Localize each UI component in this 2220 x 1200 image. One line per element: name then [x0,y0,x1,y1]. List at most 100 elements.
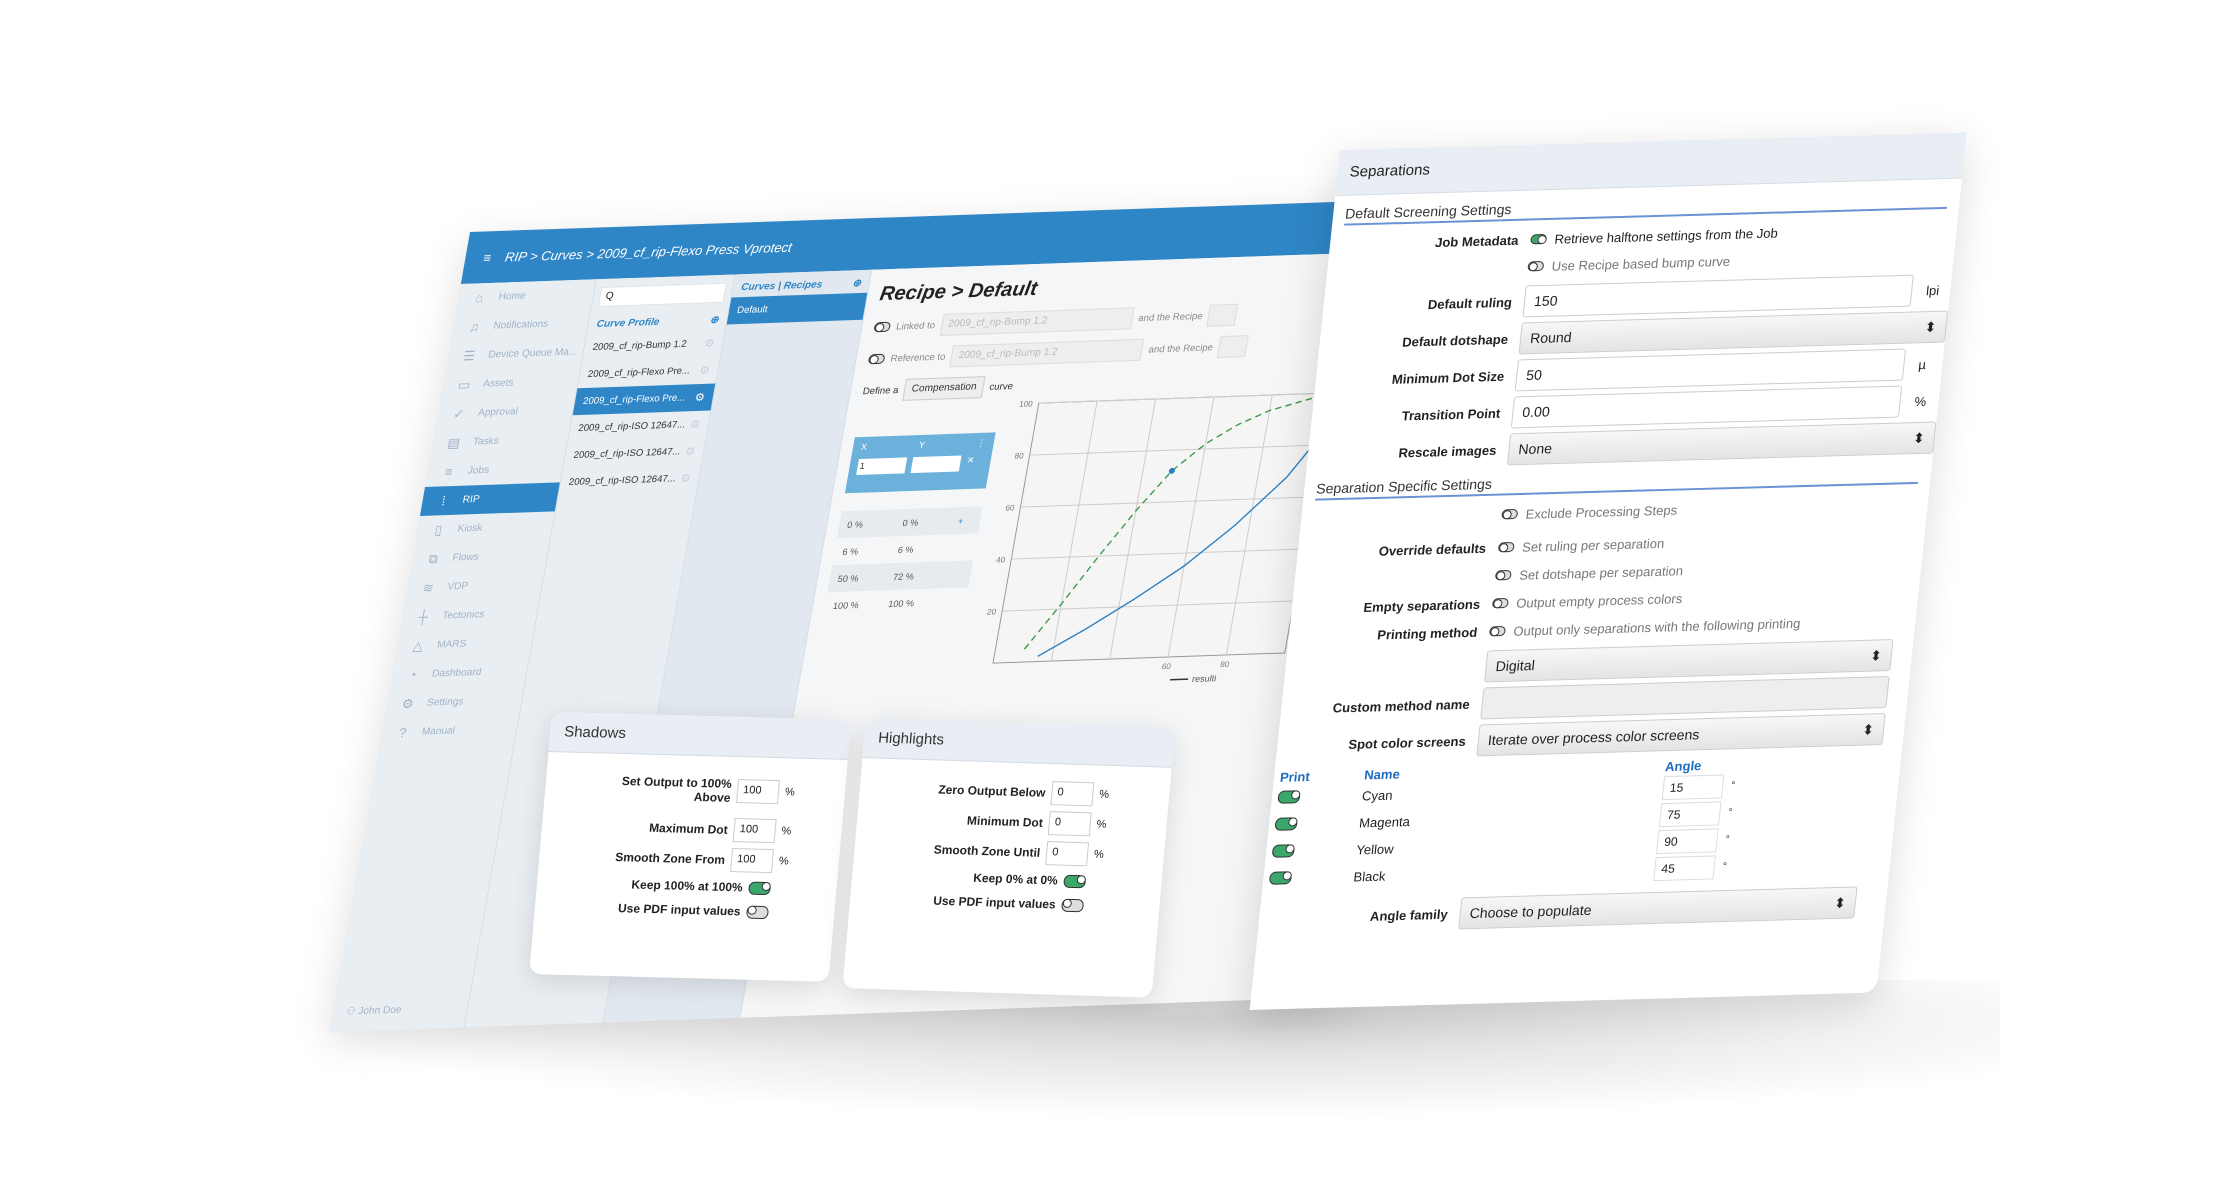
profile-label: 2009_cf_rip-Bump 1.2 [591,338,688,354]
setting-input[interactable]: 0 [1045,841,1090,867]
keep-toggle[interactable] [748,881,772,895]
pdf-toggle[interactable] [745,905,770,919]
reference-label: Reference to [889,351,947,365]
grid-line-y [1011,548,1304,560]
ruling-input[interactable]: 150 [1522,274,1914,318]
empty-label: Empty separations [1362,596,1482,615]
keep-toggle[interactable] [1063,874,1087,888]
ink-name: Cyan [1361,787,1394,804]
sidebar-item-label: Jobs [466,464,491,477]
user-menu[interactable]: ⚇ John Doe [345,1005,402,1018]
bump-toggle[interactable] [1527,260,1545,272]
gear-icon[interactable]: ⚙ [689,418,702,432]
setting-input[interactable]: 0 [1050,781,1095,807]
y-tick-label: 40 [995,555,1006,564]
x-cell: 0 % [846,518,864,530]
ruling-unit: lpi [1925,282,1941,298]
recipe-item-default[interactable]: Default [726,292,868,325]
keep-label: Keep 0% at 0% [972,870,1059,888]
exclude-toggle[interactable] [1501,508,1519,520]
setting-input[interactable]: 0 [1047,811,1092,837]
more-icon[interactable]: ⋮ [975,437,987,449]
layers-icon: ≋ [421,579,436,595]
rescale-select[interactable]: None ⬍ [1506,421,1937,466]
angle-input[interactable]: 45 [1653,854,1716,881]
setting-input[interactable]: 100 [729,848,775,874]
print-toggle[interactable] [1274,816,1298,831]
min-dot-input[interactable]: 50 [1514,348,1907,392]
add-point-icon[interactable]: + [957,515,965,526]
reference-select[interactable]: 2009_cf_rip-Bump 1.2 [949,338,1145,368]
search-input[interactable]: Q [597,282,728,308]
sidebar-item-label: Approval [477,406,519,419]
curve-point [1168,467,1175,474]
gear-icon[interactable]: ⚙ [703,337,716,351]
sidebar-item-label: Flows [451,551,480,564]
keep-label: Keep 100% at 100% [630,877,744,895]
print-toggle[interactable] [1271,843,1296,858]
breadcrumb[interactable]: RIP > Curves > 2009_cf_rip-Flexo Press V… [503,239,794,265]
linked-select[interactable]: 2009_cf_rip-Bump 1.2 [939,307,1135,336]
empty-toggle[interactable] [1491,597,1509,609]
sidebar-item-label: Tectonics [441,609,486,622]
select-arrows-icon: ⬍ [1861,721,1875,738]
print-toggle[interactable] [1277,789,1301,804]
min-dot-label: Minimum Dot Size [1391,368,1506,387]
separations-title: Separations [1335,132,1967,196]
dotshape-select[interactable]: Round ⬍ [1518,310,1949,355]
xy-row[interactable]: 100 % 100 % [823,587,969,619]
gear-icon[interactable]: ⚙ [698,364,711,378]
angle-family-select[interactable]: Choose to populate ⬍ [1458,886,1858,930]
remove-icon[interactable]: ✕ [965,454,976,466]
setting-label: Set Output to 100% Above [621,773,733,805]
curve-profile-heading: Curve Profile [595,316,661,331]
y-header: Y [918,439,926,451]
custom-method-input[interactable] [1480,676,1890,720]
angle-header[interactable]: Angle [1664,758,1703,775]
x-tick-label: 60 [1161,662,1172,671]
spot-select[interactable]: Iterate over process color screens ⬍ [1476,713,1886,757]
user-name: John Doe [357,1004,403,1018]
dotshape-per-sep-toggle[interactable] [1494,569,1512,581]
add-recipe-icon[interactable]: ⊕ [851,278,862,290]
pdf-toggle[interactable] [1061,898,1085,912]
xy-table-header: X Y ⋮ 1 ✕ [844,432,996,494]
angle-input[interactable]: 15 [1661,773,1725,800]
y-input[interactable] [910,455,962,474]
y-tick-label: 100 [1019,399,1034,408]
select-arrows-icon: ⬍ [1912,429,1926,447]
printing-label: Printing method [1376,624,1479,643]
setting-input[interactable]: 100 [736,779,781,805]
add-profile-icon[interactable]: ⊕ [709,314,720,327]
angle-input[interactable]: 75 [1658,800,1722,827]
sidebar-item-label: Dashboard [431,666,483,680]
dotshape-value: Round [1529,328,1573,347]
gear-icon[interactable]: ⚙ [679,472,692,486]
unit-label: % [784,786,796,799]
printing-toggle[interactable] [1488,625,1506,637]
unit-label: % [778,855,790,868]
sidebar-item-label: Settings [425,696,465,709]
retrieve-toggle[interactable] [1530,233,1548,245]
hamburger-icon[interactable]: ≡ [482,249,493,265]
reference-toggle[interactable] [867,353,886,365]
linked-recipe-select[interactable] [1206,303,1239,327]
dotshape-per-sep-label: Set dotshape per separation [1518,562,1684,583]
curve-type-select[interactable]: Compensation [902,376,986,401]
gear-icon[interactable]: ⚙ [684,445,697,459]
setting-input[interactable]: 100 [732,818,777,844]
linked-toggle[interactable] [873,321,892,333]
print-toggle[interactable] [1268,870,1293,885]
drive-icon: ▭ [456,376,472,392]
grid-line-y [1038,392,1331,404]
sidebar-item-manual[interactable]: ? Manual [379,714,519,748]
transition-input[interactable]: 0.00 [1510,385,1903,429]
angle-input[interactable]: 90 [1656,827,1719,854]
profile-item[interactable]: 2009_cf_rip-ISO 12647... ⚙ [558,465,701,497]
profile-label: 2009_cf_rip-ISO 12647... [572,446,682,462]
reference-recipe-select[interactable] [1217,335,1250,359]
printing-method-select[interactable]: Digital ⬍ [1484,639,1894,683]
gear-icon[interactable]: ⚙ [693,391,706,405]
x-input[interactable]: 1 [856,457,908,476]
ruling-per-sep-toggle[interactable] [1497,541,1515,553]
